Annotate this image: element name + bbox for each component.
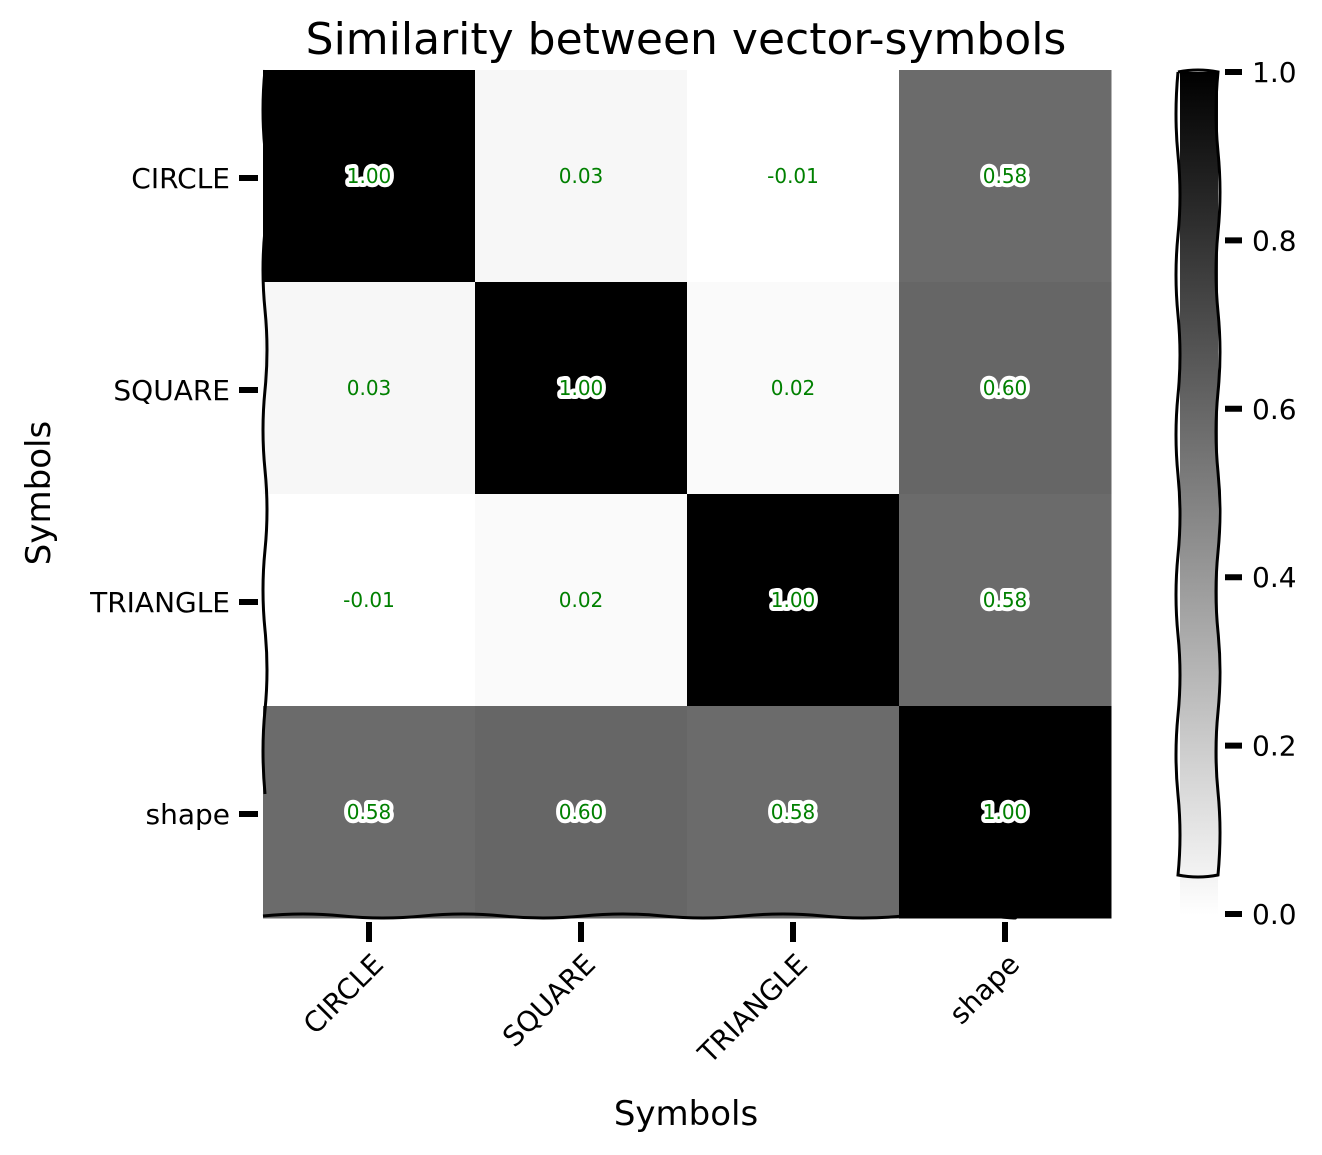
- y-tick-label: SQUARE: [113, 374, 230, 407]
- y-tick-label: TRIANGLE: [89, 586, 230, 619]
- heatmap-cell: [899, 282, 1112, 495]
- cell-value-label: 0.60: [983, 376, 1028, 400]
- y-tick-label: CIRCLE: [131, 162, 230, 195]
- x-axis-ticks: CIRCLE SQUARE TRIANGLE shape: [297, 922, 1026, 1071]
- cell-value-label: 0.58: [983, 588, 1028, 612]
- cell-value-label: 1.00: [771, 588, 816, 612]
- heatmap-cell: [475, 70, 688, 283]
- x-tick-label: TRIANGLE: [691, 948, 814, 1071]
- heatmap-cells: [263, 70, 1112, 919]
- heatmap-cell: [899, 70, 1112, 283]
- y-tick-label: shape: [146, 798, 231, 831]
- x-tick-label: SQUARE: [496, 948, 602, 1054]
- heatmap-cell: [263, 706, 476, 919]
- x-tick-label: CIRCLE: [297, 948, 390, 1041]
- cell-value-label: 0.03: [347, 376, 392, 400]
- heatmap-cell: [687, 494, 900, 707]
- colorbar-tick-label: 1.0: [1252, 56, 1297, 89]
- cell-value-label: 0.02: [771, 376, 816, 400]
- colorbar-tick-label: 0.4: [1252, 561, 1297, 594]
- heatmap-cell: [687, 282, 900, 495]
- x-tick-label: shape: [943, 948, 1026, 1031]
- y-axis-label: Symbols: [19, 421, 59, 565]
- cell-value-halo: 0.58: [771, 800, 816, 824]
- colorbar-ticks: 0.0 0.2 0.4 0.6 0.8 1.0: [1225, 56, 1297, 931]
- cell-value-halo: 0.60: [983, 376, 1028, 400]
- cell-value-halo: 1.00: [983, 800, 1028, 824]
- heatmap-cell: [263, 494, 476, 707]
- cell-value-halo: 0.58: [983, 588, 1028, 612]
- cell-value-label: 0.58: [347, 800, 392, 824]
- y-axis-ticks: CIRCLE SQUARE TRIANGLE shape: [89, 162, 258, 831]
- cell-value-halo: 0.58: [347, 800, 392, 824]
- heatmap-cell: [687, 70, 900, 283]
- heatmap-cell: [475, 494, 688, 707]
- colorbar-frame: [1174, 68, 1222, 879]
- cell-value-label: 0.60: [559, 800, 604, 824]
- cell-value-label: -0.01: [343, 588, 395, 612]
- cell-value-halo: 1.00: [559, 376, 604, 400]
- colorbar-tick-label: 0.8: [1252, 224, 1297, 257]
- x-axis-label: Symbols: [614, 1094, 758, 1134]
- cell-value-label: 1.00: [347, 164, 392, 188]
- heatmap-cell: [263, 282, 476, 495]
- cell-value-label: 0.02: [559, 588, 604, 612]
- cell-value-label: 0.58: [771, 800, 816, 824]
- cell-value-halo: 0.58: [983, 164, 1028, 188]
- heatmap-cell: [475, 282, 688, 495]
- plot-frame: [261, 69, 1018, 920]
- cell-value-halo: 0.60: [559, 800, 604, 824]
- colorbar-tick-label: 0.2: [1252, 730, 1297, 763]
- colorbar: 0.0 0.2 0.4 0.6 0.8 1.0: [1174, 56, 1297, 931]
- heatmap-cell: [475, 706, 688, 919]
- chart-title: Similarity between vector-symbols: [306, 14, 1067, 65]
- heatmap-cell: [899, 494, 1112, 707]
- cell-value-label: 0.58: [983, 164, 1028, 188]
- colorbar-tick-label: 0.6: [1252, 393, 1297, 426]
- cell-value-halo: 1.00: [771, 588, 816, 612]
- heatmap-cell-labels: 1.00 1.00 0.03 -0.01 0.58 0.58 0.03 1.00 1.00 0.0…: [343, 160, 1032, 828]
- heatmap-cell: [263, 70, 476, 283]
- colorbar-tick-label: 0.0: [1252, 898, 1297, 931]
- cell-value-halo: 1.00: [347, 164, 392, 188]
- cell-value-label: 0.03: [559, 164, 604, 188]
- cell-value-label: -0.01: [767, 164, 819, 188]
- heatmap-cell: [899, 706, 1112, 919]
- heatmap-cell: [687, 706, 900, 919]
- cell-value-label: 1.00: [983, 800, 1028, 824]
- colorbar-gradient: [1180, 72, 1218, 915]
- cell-value-label: 1.00: [559, 376, 604, 400]
